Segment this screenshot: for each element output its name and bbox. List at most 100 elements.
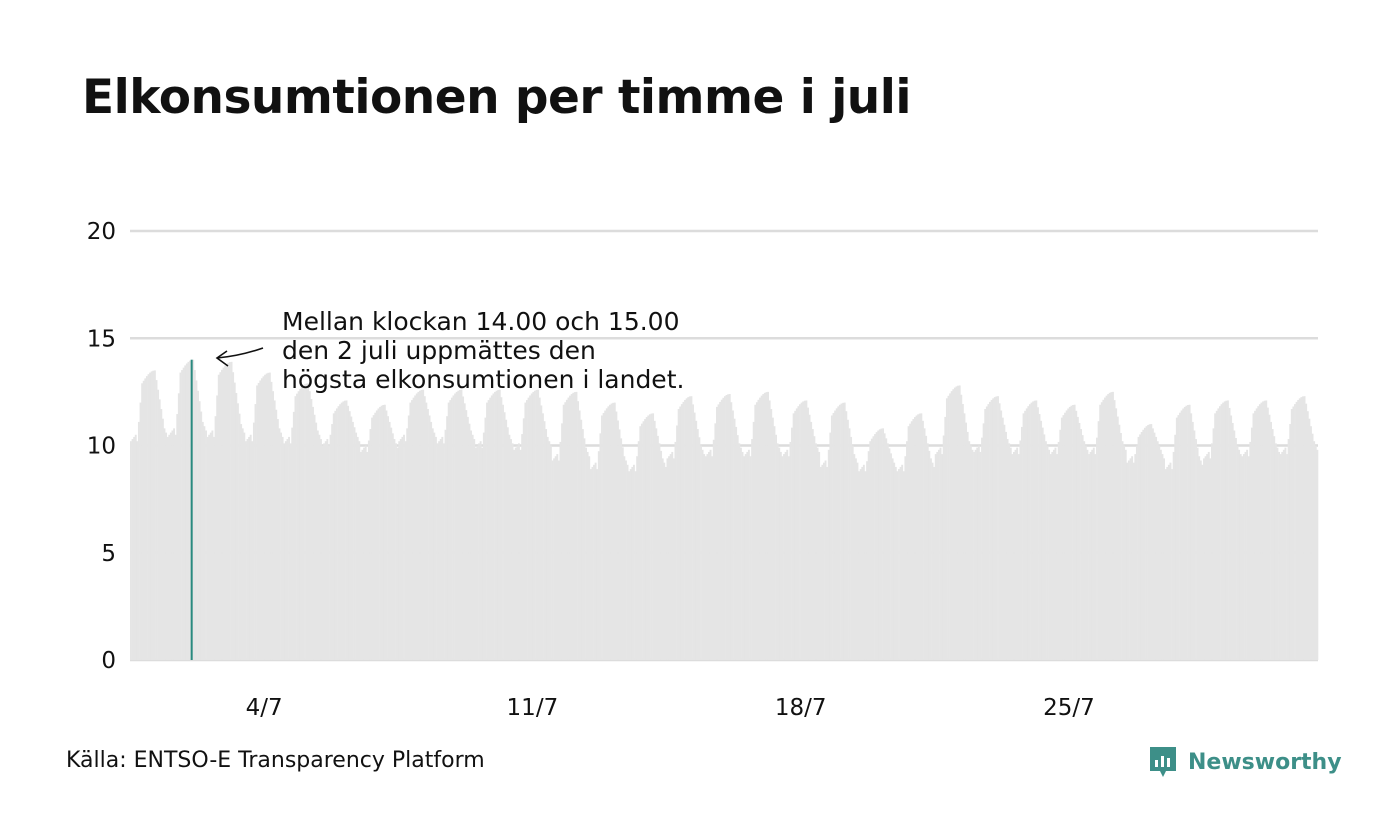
hour-bar — [1127, 460, 1130, 660]
hour-bar — [695, 420, 698, 660]
hour-bar — [161, 418, 164, 660]
hour-bar — [1097, 421, 1100, 660]
hour-bar — [992, 398, 995, 660]
hour-bar — [385, 410, 388, 660]
hour-bar — [677, 409, 680, 660]
hour-bar — [664, 466, 667, 660]
hour-bar — [1196, 447, 1199, 660]
hour-bar — [430, 421, 433, 660]
hour-bar — [733, 418, 736, 660]
hour-bar — [238, 413, 241, 660]
hour-bar — [998, 403, 1001, 660]
hour-bar — [787, 456, 790, 660]
hour-bar — [230, 361, 233, 660]
hour-bar — [236, 403, 239, 660]
hour-bar — [1075, 410, 1078, 660]
hour-bar — [1123, 445, 1126, 660]
hour-bar — [268, 372, 271, 660]
hour-bar — [580, 419, 583, 660]
hour-bar — [455, 391, 458, 660]
hour-bar — [150, 371, 153, 660]
hour-bar — [342, 401, 345, 660]
hour-bar — [976, 447, 979, 660]
hour-bar — [583, 438, 586, 660]
hour-bar — [1016, 447, 1019, 660]
hour-bar — [754, 404, 757, 660]
hour-bar — [281, 436, 284, 660]
hour-bar — [827, 449, 830, 660]
hour-bar — [452, 395, 455, 660]
hour-bar — [251, 441, 254, 660]
hour-bar — [356, 436, 359, 660]
hour-bar — [479, 441, 482, 660]
hour-bar — [1239, 454, 1242, 660]
hour-bar — [270, 381, 273, 660]
hour-bar — [1257, 406, 1260, 660]
hour-bar — [816, 447, 819, 660]
hour-bar — [1099, 404, 1102, 660]
hour-bar — [422, 389, 425, 660]
hour-bar — [917, 414, 920, 660]
hour-bar — [296, 393, 298, 660]
hour-bar — [462, 396, 465, 660]
hour-bar — [1225, 400, 1228, 660]
hour-bar — [1081, 435, 1084, 660]
hour-bar — [200, 411, 203, 660]
hour-bar — [1073, 404, 1076, 660]
hour-bar — [811, 429, 814, 660]
hour-bar — [407, 415, 410, 660]
hour-bar — [727, 394, 730, 660]
hour-bar — [926, 443, 929, 660]
hour-bar — [1104, 397, 1106, 660]
hour-bar — [642, 421, 645, 660]
hour-bar — [275, 409, 278, 660]
hour-bar — [1220, 404, 1223, 660]
hour-bar — [1219, 406, 1221, 660]
hour-bar — [1292, 406, 1295, 660]
hour-bar — [1094, 454, 1097, 660]
hour-bar — [174, 434, 177, 660]
hour-bar — [284, 441, 287, 660]
hour-bar — [1032, 401, 1035, 660]
hour-bar — [565, 399, 568, 660]
hour-bar — [375, 410, 378, 660]
hour-bar — [1100, 402, 1103, 660]
hour-bar — [567, 397, 570, 660]
hour-bar — [1035, 400, 1038, 660]
hour-bar — [973, 451, 975, 660]
hour-bar — [1193, 430, 1196, 660]
hour-bar — [280, 432, 282, 660]
hour-bar — [391, 433, 394, 660]
hour-bar — [1295, 401, 1298, 660]
hour-bar — [875, 432, 878, 660]
hour-bar — [883, 433, 886, 660]
hour-bar — [492, 393, 495, 660]
hour-bar — [779, 451, 782, 660]
hour-bar — [765, 392, 768, 660]
hour-bar — [955, 386, 958, 660]
hour-bar — [372, 415, 375, 660]
hour-bar — [1048, 449, 1051, 660]
hour-bar — [968, 441, 971, 660]
hour-bar — [297, 391, 300, 660]
hour-bar — [977, 445, 980, 660]
hour-bar — [648, 414, 651, 660]
hour-bar — [1052, 449, 1055, 660]
hour-bar — [1212, 428, 1215, 660]
hour-bar — [1198, 456, 1201, 660]
hour-bar — [182, 367, 185, 660]
hour-bar — [395, 443, 397, 660]
hour-bar — [142, 380, 145, 660]
hour-bar — [1289, 424, 1292, 660]
hour-bar — [324, 441, 327, 660]
annotation-arrowhead — [215, 350, 229, 367]
hour-bar — [1054, 447, 1057, 660]
hour-bar — [880, 428, 883, 660]
hour-bar — [922, 420, 924, 660]
hour-bar — [1191, 421, 1194, 660]
hour-bar — [1298, 398, 1301, 660]
hour-bar — [1148, 424, 1151, 660]
hour-bar — [985, 406, 988, 660]
hour-bar — [545, 429, 548, 660]
hour-bar — [163, 428, 166, 660]
